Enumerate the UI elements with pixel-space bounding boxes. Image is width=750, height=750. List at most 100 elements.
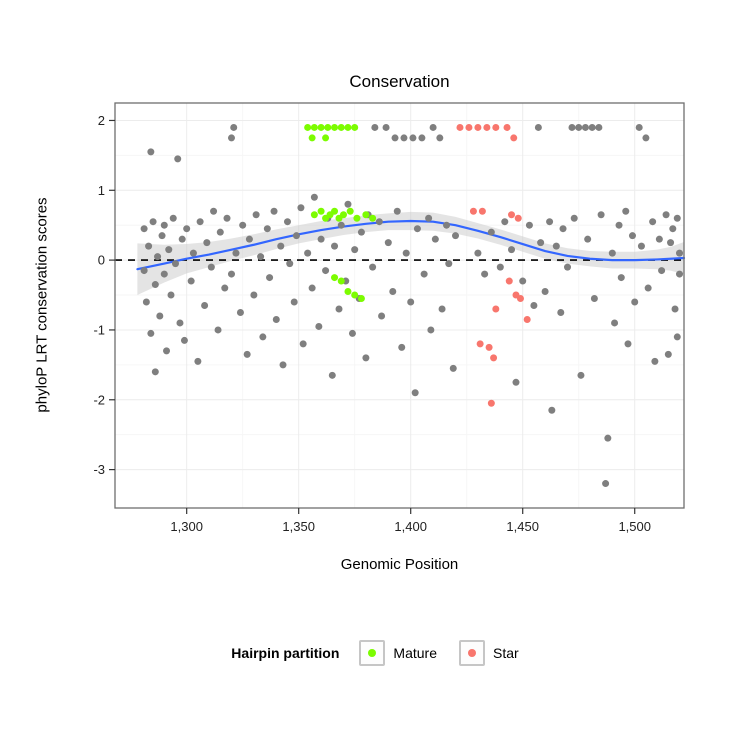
data-point-other bbox=[227, 270, 235, 278]
data-point-mature bbox=[339, 211, 347, 219]
data-point-other bbox=[210, 207, 218, 215]
data-point-other bbox=[308, 284, 316, 292]
plot-panel bbox=[115, 103, 684, 508]
data-point-other bbox=[602, 480, 610, 488]
data-point-other bbox=[624, 340, 632, 348]
data-point-other bbox=[530, 302, 538, 309]
y-tick-label: 2 bbox=[98, 113, 105, 128]
data-point-other bbox=[140, 267, 148, 275]
data-point-other bbox=[178, 235, 186, 243]
data-point-other bbox=[425, 214, 433, 222]
data-point-other bbox=[145, 242, 153, 250]
data-point-other bbox=[537, 239, 545, 247]
data-point-other bbox=[315, 322, 323, 330]
legend-key-star bbox=[459, 640, 485, 666]
data-point-other bbox=[673, 333, 681, 341]
data-point-star bbox=[503, 123, 511, 131]
legend-title: Hairpin partition bbox=[231, 645, 340, 661]
data-point-mature bbox=[310, 211, 318, 219]
data-point-other bbox=[398, 343, 406, 351]
legend: Hairpin partition Mature Star bbox=[0, 640, 750, 666]
data-point-other bbox=[223, 214, 231, 222]
data-point-other bbox=[597, 211, 605, 219]
data-point-other bbox=[243, 350, 251, 358]
data-point-other bbox=[608, 249, 616, 257]
data-point-other bbox=[216, 228, 224, 236]
data-point-other bbox=[328, 371, 336, 379]
data-point-other bbox=[147, 329, 155, 337]
data-point-other bbox=[201, 302, 209, 309]
data-point-other bbox=[165, 246, 173, 254]
data-point-other bbox=[160, 221, 168, 229]
y-tick-label: -3 bbox=[93, 462, 105, 477]
data-point-other bbox=[266, 274, 274, 282]
data-point-other bbox=[322, 267, 330, 275]
data-point-other bbox=[171, 260, 179, 268]
data-point-star bbox=[474, 123, 482, 131]
data-point-mature bbox=[344, 123, 352, 131]
data-point-other bbox=[140, 225, 148, 233]
data-point-mature bbox=[308, 134, 316, 142]
data-point-other bbox=[149, 218, 157, 226]
data-point-other bbox=[676, 270, 684, 278]
data-point-other bbox=[272, 315, 280, 323]
data-point-other bbox=[407, 298, 415, 306]
data-point-other bbox=[452, 232, 460, 240]
data-point-other bbox=[519, 277, 527, 285]
data-point-mature bbox=[317, 123, 325, 131]
data-point-other bbox=[369, 263, 377, 271]
data-point-other bbox=[628, 232, 636, 240]
data-point-other bbox=[151, 368, 159, 376]
data-point-other bbox=[283, 218, 291, 226]
data-point-other bbox=[154, 253, 162, 261]
data-point-star bbox=[516, 295, 524, 303]
data-point-mature bbox=[369, 214, 377, 222]
data-point-other bbox=[559, 225, 567, 233]
data-point-other bbox=[382, 123, 390, 131]
data-point-other bbox=[169, 214, 177, 222]
data-point-star bbox=[469, 207, 477, 215]
data-point-star bbox=[476, 340, 484, 348]
data-point-other bbox=[436, 134, 444, 142]
data-point-other bbox=[577, 371, 585, 379]
data-point-other bbox=[245, 235, 253, 243]
data-point-other bbox=[183, 225, 191, 233]
data-point-other bbox=[362, 354, 370, 362]
data-point-mature bbox=[344, 288, 352, 296]
legend-item-star: Star bbox=[459, 640, 519, 666]
data-point-other bbox=[391, 134, 399, 142]
data-point-other bbox=[487, 228, 495, 236]
data-point-other bbox=[156, 312, 164, 320]
data-point-other bbox=[393, 207, 401, 215]
data-point-other bbox=[239, 221, 247, 229]
data-point-mature bbox=[351, 123, 359, 131]
data-point-other bbox=[611, 319, 619, 327]
data-point-other bbox=[277, 242, 285, 250]
data-point-other bbox=[331, 242, 339, 250]
data-point-other bbox=[292, 232, 300, 240]
data-point-other bbox=[357, 228, 365, 236]
data-point-other bbox=[655, 235, 663, 243]
data-point-other bbox=[310, 193, 318, 201]
data-point-other bbox=[427, 326, 435, 334]
smooth-line bbox=[136, 219, 686, 271]
data-point-other bbox=[250, 291, 258, 299]
data-point-other bbox=[546, 218, 554, 226]
data-point-other bbox=[270, 207, 278, 215]
data-point-mature bbox=[317, 207, 325, 215]
data-point-other bbox=[180, 336, 188, 344]
data-point-other bbox=[375, 218, 383, 226]
data-point-other bbox=[474, 249, 482, 257]
data-point-other bbox=[409, 134, 417, 142]
data-point-other bbox=[418, 134, 426, 142]
data-point-other bbox=[496, 263, 504, 271]
data-point-other bbox=[371, 123, 379, 131]
data-point-other bbox=[378, 312, 386, 320]
data-point-mature bbox=[331, 123, 339, 131]
data-point-other bbox=[335, 305, 343, 313]
legend-dot-icon bbox=[468, 649, 476, 657]
y-tick-label: -2 bbox=[93, 392, 105, 407]
y-tick-label: 1 bbox=[98, 183, 105, 198]
